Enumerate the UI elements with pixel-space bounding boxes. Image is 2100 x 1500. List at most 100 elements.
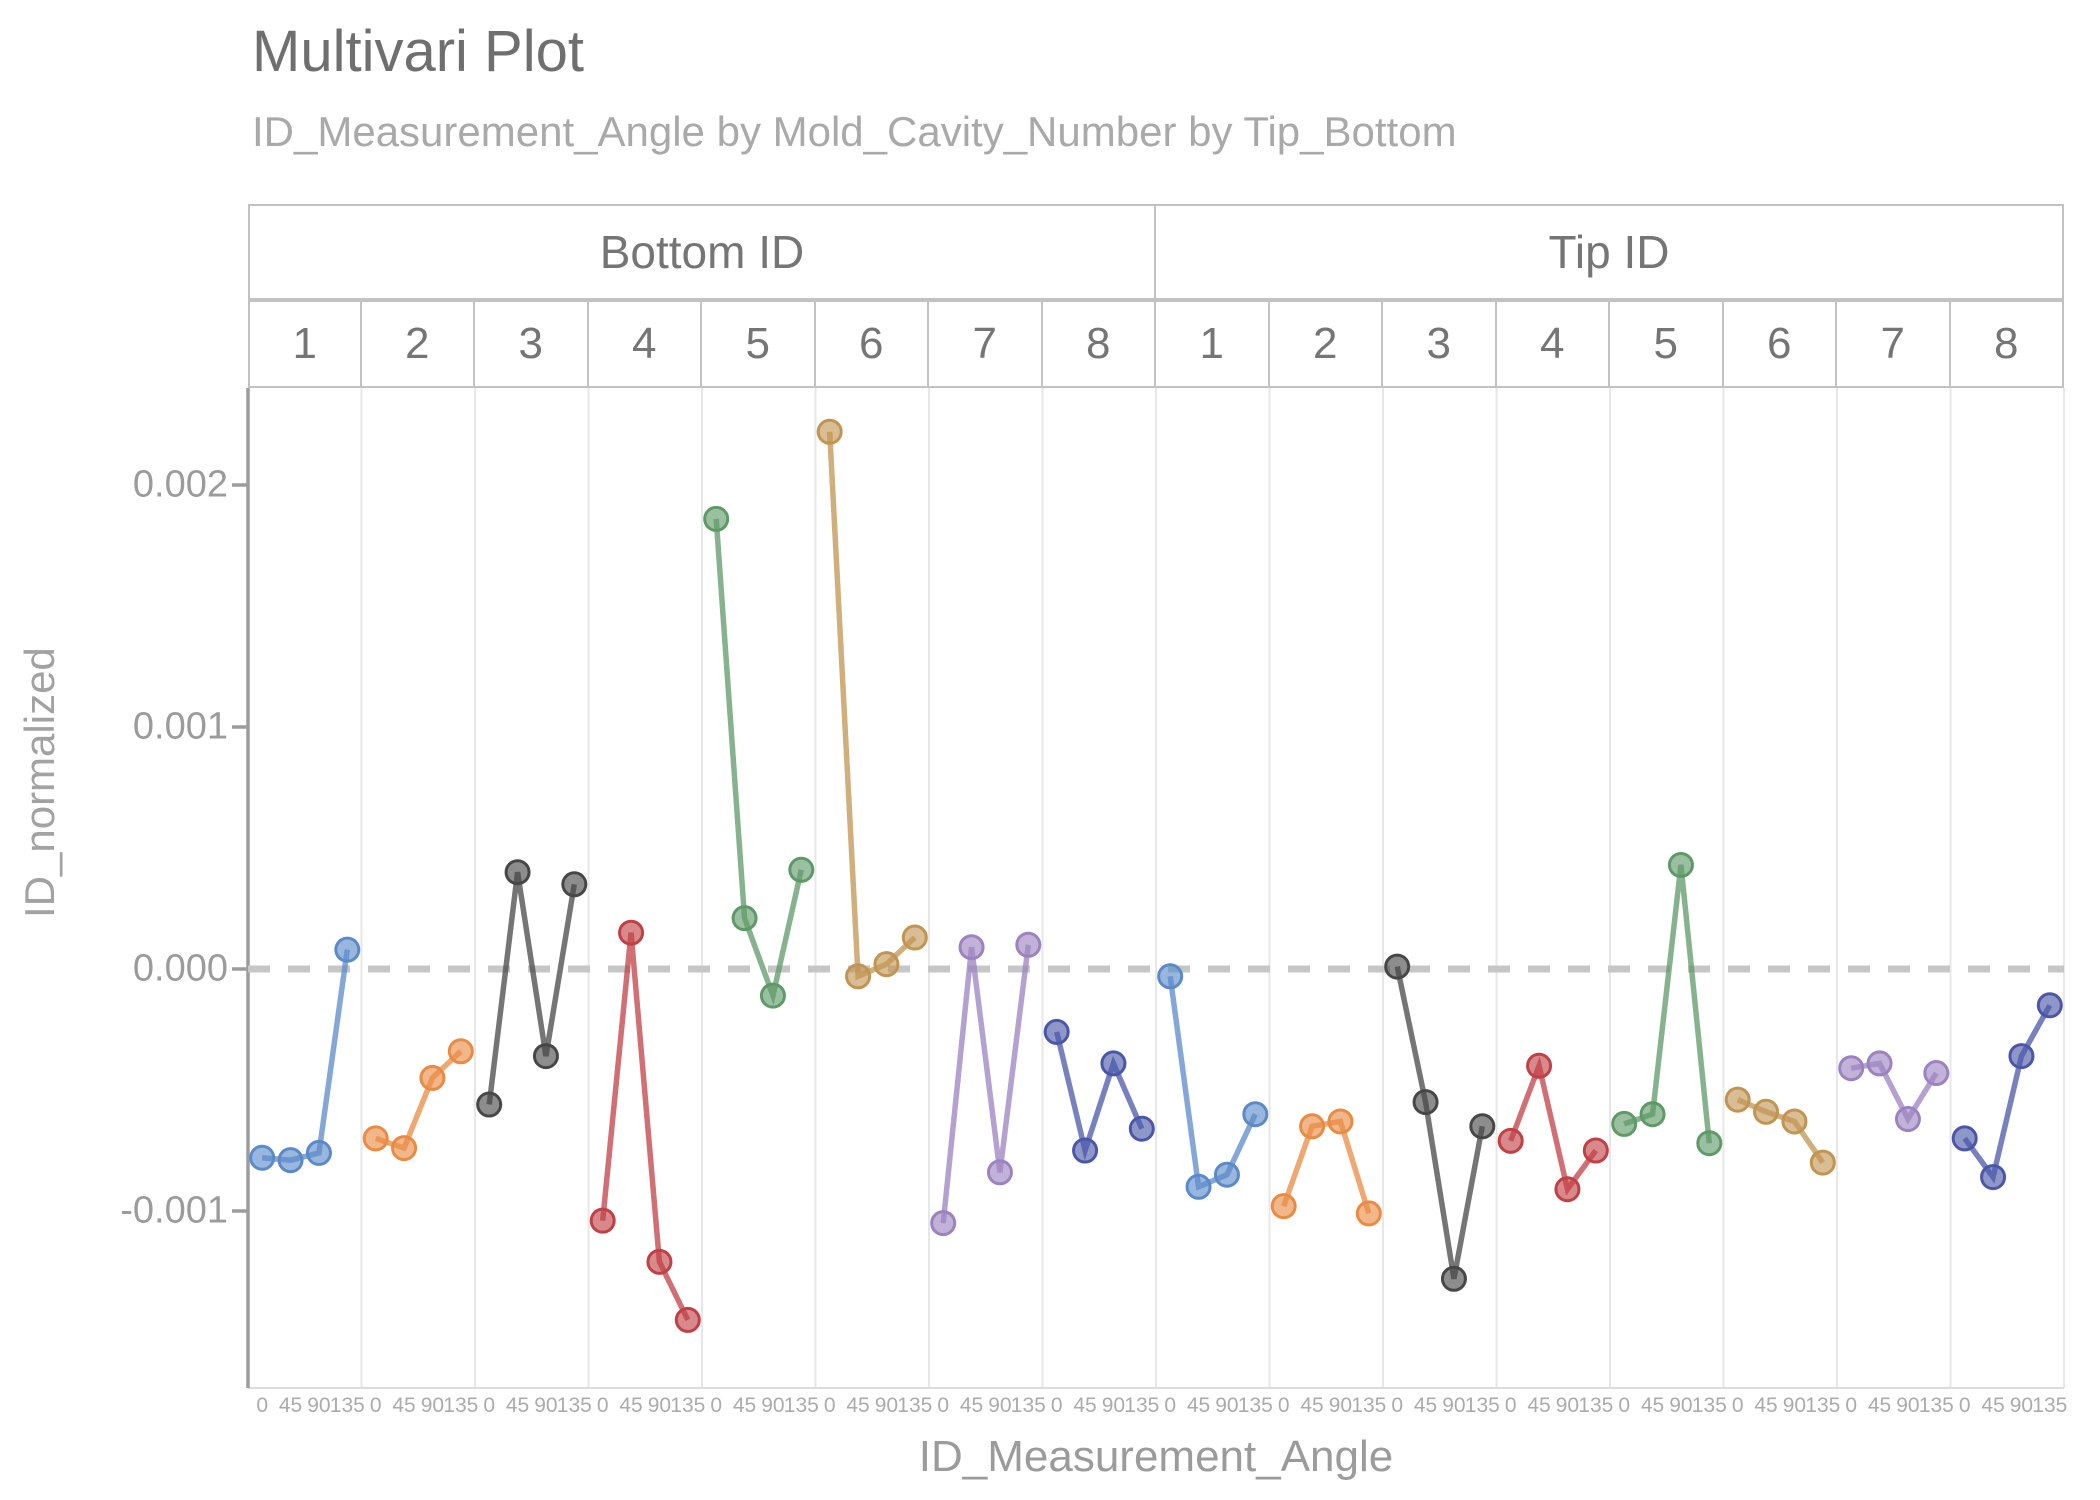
data-point[interactable] [2008, 1043, 2035, 1070]
y-tick-label: 0.002 [132, 463, 228, 506]
data-point[interactable] [1015, 931, 1042, 958]
data-point[interactable] [1667, 851, 1694, 878]
data-point[interactable] [1128, 1115, 1155, 1142]
data-point[interactable] [1724, 1086, 1751, 1113]
data-point[interactable] [1951, 1125, 1978, 1152]
facet-cavity-label: 3 [1383, 300, 1497, 388]
data-point[interactable] [504, 859, 531, 886]
data-point[interactable] [731, 905, 758, 932]
data-point[interactable] [1100, 1050, 1127, 1077]
data-point[interactable] [532, 1043, 559, 1070]
x-tick-label: 0 [823, 1394, 836, 1417]
x-tick-label: 0 [256, 1394, 269, 1417]
data-point[interactable] [1440, 1265, 1467, 1292]
x-tick-label: 135 [329, 1394, 365, 1417]
data-point[interactable] [674, 1306, 701, 1333]
data-point[interactable] [1072, 1137, 1099, 1164]
x-tick-label: 45 [846, 1394, 870, 1417]
x-tick-label: 135 [1124, 1394, 1160, 1417]
data-point[interactable] [646, 1248, 673, 1275]
facet-cavity-label: 5 [1610, 300, 1724, 388]
data-point[interactable] [1327, 1108, 1354, 1135]
data-point[interactable] [1838, 1055, 1865, 1082]
data-point[interactable] [334, 936, 361, 963]
data-point[interactable] [1809, 1149, 1836, 1176]
data-point[interactable] [1582, 1137, 1609, 1164]
data-point[interactable] [2036, 992, 2063, 1019]
facet-cavity-label: 8 [1042, 300, 1156, 388]
data-point[interactable] [249, 1144, 276, 1171]
facet-group-label-tip-id: Tip ID [1156, 204, 2064, 300]
x-tick-label: 45 [959, 1394, 984, 1417]
x-tick-label: 90 [1896, 1394, 1920, 1417]
data-point[interactable] [1781, 1108, 1808, 1135]
series-bottom-cavity-2 [362, 1038, 474, 1162]
series-line [826, 431, 917, 981]
series-bottom-cavity-1 [249, 936, 361, 1174]
x-tick-label: 0 [710, 1394, 723, 1417]
data-point[interactable] [788, 856, 815, 883]
facet-cavity-label: 7 [929, 300, 1043, 388]
x-tick-label: 0 [483, 1394, 496, 1417]
page-title: Multivari Plot [252, 19, 584, 84]
data-point[interactable] [1185, 1173, 1212, 1200]
data-point[interactable] [277, 1147, 304, 1174]
x-tick-label: 90 [307, 1394, 331, 1417]
data-point[interactable] [1412, 1089, 1439, 1116]
data-point[interactable] [1526, 1052, 1553, 1079]
x-tick-label: 0 [596, 1394, 609, 1417]
data-point[interactable] [986, 1159, 1013, 1186]
data-point[interactable] [873, 951, 900, 978]
data-point[interactable] [618, 919, 645, 946]
x-tick-label: 135 [897, 1394, 933, 1417]
data-point[interactable] [1639, 1101, 1666, 1128]
x-tick-label: 0 [1958, 1394, 1971, 1417]
data-point[interactable] [1157, 963, 1184, 990]
data-point[interactable] [305, 1139, 332, 1166]
data-point[interactable] [1299, 1113, 1326, 1140]
data-point[interactable] [1554, 1176, 1581, 1203]
data-point[interactable] [1043, 1018, 1070, 1045]
data-point[interactable] [391, 1135, 418, 1162]
data-point[interactable] [589, 1207, 616, 1234]
x-tick-label: 135 [556, 1394, 592, 1417]
x-tick-label: 90 [1328, 1394, 1353, 1417]
data-point[interactable] [1355, 1200, 1382, 1227]
facet-cavity-label: 4 [1496, 300, 1610, 388]
data-point[interactable] [1270, 1193, 1297, 1220]
data-point[interactable] [1384, 953, 1411, 980]
data-point[interactable] [1894, 1106, 1921, 1133]
data-point[interactable] [362, 1125, 389, 1152]
x-tick-label: 135 [443, 1394, 479, 1417]
data-point[interactable] [1866, 1050, 1893, 1077]
data-point[interactable] [901, 924, 928, 951]
data-point[interactable] [476, 1091, 503, 1118]
data-point[interactable] [1213, 1161, 1240, 1188]
x-tick-label: 90 [761, 1394, 785, 1417]
data-point[interactable] [1980, 1164, 2007, 1191]
data-point[interactable] [1611, 1110, 1638, 1137]
data-point[interactable] [561, 871, 588, 898]
facet-cavity-label: 2 [1269, 300, 1383, 388]
data-point[interactable] [1497, 1127, 1524, 1154]
data-point[interactable] [759, 982, 786, 1009]
data-point[interactable] [845, 963, 872, 990]
data-point[interactable] [1923, 1060, 1950, 1087]
x-tick-label: 45 [1073, 1394, 1097, 1417]
series-tip-cavity-6 [1724, 1086, 1836, 1176]
data-point[interactable] [958, 934, 985, 961]
data-point[interactable] [1696, 1130, 1723, 1157]
data-point[interactable] [419, 1064, 446, 1091]
series-bottom-cavity-3 [476, 859, 588, 1118]
data-point[interactable] [703, 505, 730, 532]
x-tick-label: 90 [647, 1394, 672, 1417]
data-point[interactable] [930, 1210, 957, 1237]
x-tick-label: 45 [278, 1394, 303, 1417]
data-point[interactable] [1469, 1113, 1496, 1140]
x-tick-label: 0 [1164, 1394, 1177, 1417]
series-bottom-cavity-6 [816, 418, 928, 990]
data-point[interactable] [816, 418, 843, 445]
data-point[interactable] [1753, 1098, 1780, 1125]
data-point[interactable] [1242, 1101, 1269, 1128]
data-point[interactable] [447, 1038, 474, 1065]
